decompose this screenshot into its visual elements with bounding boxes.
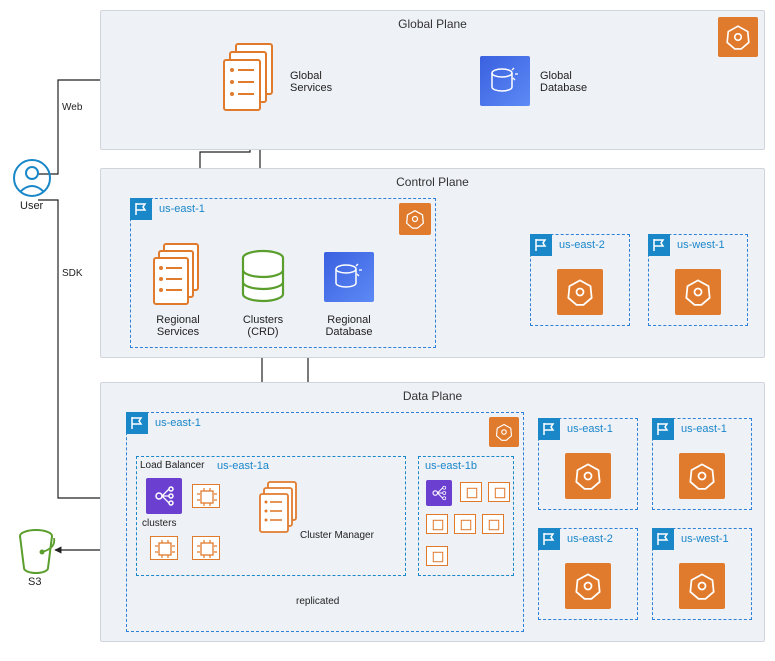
regional-services-label: Regional Services (150, 314, 206, 338)
data-region-r4: us-west-1 (652, 528, 752, 620)
data-region-r3-label: us-east-2 (567, 533, 613, 545)
global-database-icon (480, 56, 530, 106)
clusters-edge-label: clusters (142, 518, 176, 529)
zone-b-label: us-east-1b (425, 460, 477, 472)
data-region-r2-label: us-east-1 (681, 423, 727, 435)
data-region-r1-label: us-east-1 (567, 423, 613, 435)
k8s-icon (679, 453, 725, 499)
s3-icon (16, 528, 56, 574)
k8s-icon (565, 563, 611, 609)
k8s-icon (565, 453, 611, 499)
user-icon (12, 158, 52, 198)
chip-icon (454, 514, 476, 534)
chip-icon (150, 536, 178, 560)
replicated-label: replicated (296, 596, 339, 607)
k8s-icon (675, 269, 721, 315)
control-region-main-label: us-east-1 (159, 203, 205, 215)
regional-database-icon (324, 252, 374, 302)
load-balancer-icon (426, 480, 452, 506)
data-region-r4-label: us-west-1 (681, 533, 729, 545)
control-region-3-label: us-west-1 (677, 239, 725, 251)
edge-sdk-label: SDK (62, 268, 83, 279)
global-services-label: Global Services (290, 70, 332, 94)
data-plane-title: Data Plane (101, 389, 764, 403)
chip-icon (192, 484, 220, 508)
global-plane-title: Global Plane (101, 17, 764, 31)
flag-icon (130, 198, 152, 220)
cluster-manager-label: Cluster Manager (300, 530, 374, 541)
flag-icon (538, 528, 560, 550)
regional-database-label: Regional Database (320, 314, 378, 338)
chip-icon (192, 536, 220, 560)
chip-icon (460, 482, 482, 502)
data-region-main-label: us-east-1 (155, 417, 201, 429)
flag-icon (652, 528, 674, 550)
data-region-r3: us-east-2 (538, 528, 638, 620)
global-services-icon (220, 42, 280, 120)
control-plane-title: Control Plane (101, 175, 764, 189)
clusters-crd-label: Clusters (CRD) (234, 314, 292, 338)
control-region-3: us-west-1 (648, 234, 748, 326)
data-region-r2: us-east-1 (652, 418, 752, 510)
global-plane: Global Plane (100, 10, 765, 150)
data-region-r1: us-east-1 (538, 418, 638, 510)
control-region-2: us-east-2 (530, 234, 630, 326)
flag-icon (652, 418, 674, 440)
load-balancer-label: Load Balancer (140, 460, 205, 471)
k8s-icon (718, 17, 758, 57)
edge-web-label: Web (62, 102, 82, 113)
flag-icon (648, 234, 670, 256)
k8s-icon (557, 269, 603, 315)
zone-a-label: us-east-1a (217, 460, 269, 472)
k8s-icon (489, 417, 519, 447)
chip-icon (482, 514, 504, 534)
s3-label: S3 (28, 576, 41, 588)
chip-icon (426, 514, 448, 534)
flag-icon (126, 412, 148, 434)
global-database-label: Global Database (540, 70, 587, 94)
cluster-manager-icon (256, 480, 302, 538)
flag-icon (530, 234, 552, 256)
k8s-icon (679, 563, 725, 609)
clusters-crd-icon (238, 248, 288, 308)
flag-icon (538, 418, 560, 440)
k8s-icon (399, 203, 431, 235)
chip-icon (488, 482, 510, 502)
load-balancer-icon (146, 478, 182, 514)
control-region-2-label: us-east-2 (559, 239, 605, 251)
regional-services-icon (150, 242, 206, 312)
user-label: User (20, 200, 43, 212)
chip-icon (426, 546, 448, 566)
